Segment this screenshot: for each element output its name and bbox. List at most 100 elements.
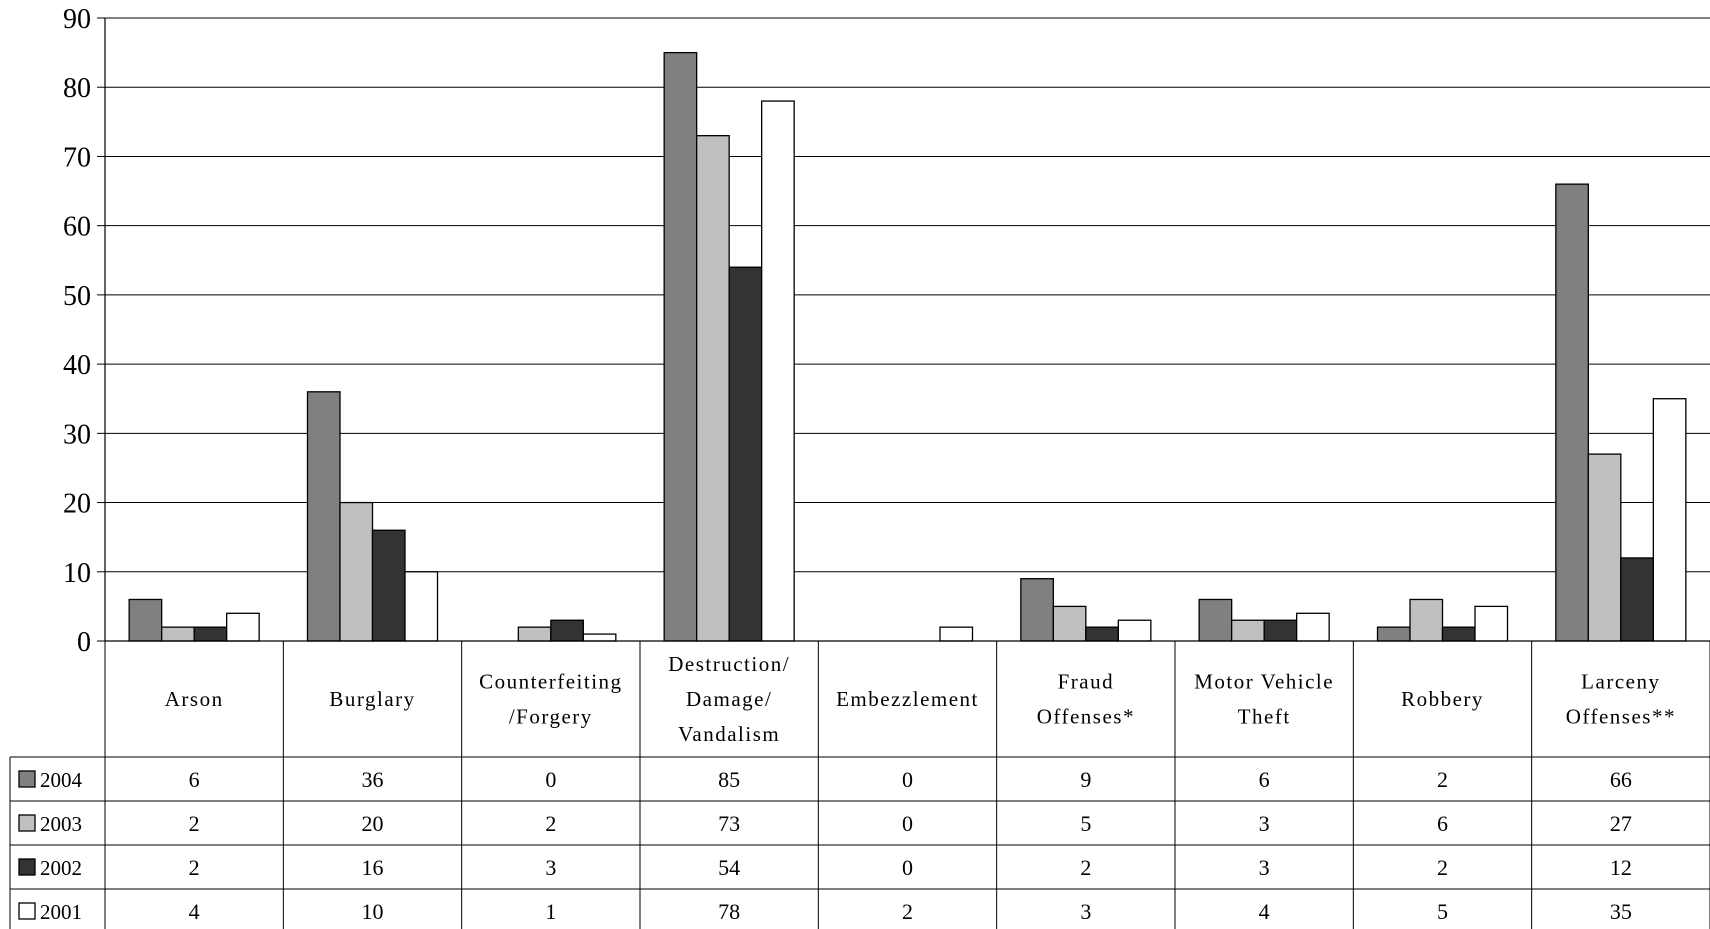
y-axis: 0 10 20 30 40 50 60 70 80 90: [63, 4, 106, 658]
table-cell: 1: [545, 899, 556, 924]
table-cell: 9: [1080, 767, 1091, 792]
y-tick-label: 70: [63, 142, 91, 173]
table-cell: 2: [545, 811, 556, 836]
table-cell: 6: [1259, 767, 1270, 792]
category-label: Vandalism: [678, 722, 780, 746]
bar-2004-1: [306, 391, 341, 642]
table-cell: 5: [1437, 899, 1448, 924]
table-cell: 5: [1080, 811, 1091, 836]
category-label: Arson: [165, 687, 224, 711]
table-cell: 54: [718, 855, 740, 880]
bar-2004-7: [1376, 626, 1411, 642]
bar-2002-6: [1263, 619, 1298, 642]
bar-2004-8: [1555, 183, 1589, 642]
category-label: Larceny: [1581, 670, 1660, 694]
category-label: Robbery: [1401, 687, 1484, 711]
table-cell: 16: [362, 855, 384, 880]
y-tick-label: 50: [63, 281, 91, 312]
legend-label: 2004: [40, 768, 83, 792]
table-cell: 3: [1259, 811, 1270, 836]
bar-2002-3: [728, 266, 763, 642]
table-cell: 78: [718, 899, 740, 924]
bar-2001-7: [1474, 605, 1509, 642]
bar-2002-1: [371, 529, 406, 642]
category-label: Embezzlement: [836, 687, 979, 711]
table-cell: 10: [362, 899, 384, 924]
bar-2004-3: [663, 51, 698, 642]
table-cell: 0: [902, 855, 913, 880]
legend-swatch-2002: [18, 858, 36, 876]
bar-2001-5: [1117, 619, 1152, 642]
table-cell: 0: [902, 811, 913, 836]
legend-swatch-2003: [18, 814, 36, 832]
table-cell: 2: [902, 899, 913, 924]
bars: [128, 51, 1687, 642]
bar-2001-3: [761, 100, 795, 642]
y-tick-label: 30: [63, 419, 91, 450]
bar-2003-0: [161, 626, 195, 642]
y-tick-label: 0: [77, 627, 91, 658]
bar-2004-0: [128, 598, 163, 642]
bar-2003-2: [517, 626, 552, 642]
table-cell: 6: [189, 767, 200, 792]
bar-2001-2: [582, 633, 617, 642]
bar-2003-7: [1409, 598, 1444, 642]
legend-swatch-2001: [18, 902, 36, 920]
category-label: /Forgery: [509, 705, 593, 729]
y-tick-label: 40: [63, 350, 91, 381]
table-cell: 4: [1259, 899, 1270, 924]
bar-2001-8: [1652, 398, 1687, 642]
bar-2004-5: [1020, 578, 1054, 642]
category-label: Damage/: [686, 687, 772, 711]
table-cell: 20: [362, 811, 384, 836]
category-label: Offenses**: [1566, 705, 1676, 729]
bar-2001-4: [939, 626, 974, 642]
table-cell: 85: [718, 767, 740, 792]
legend-swatch-2004: [18, 770, 36, 788]
gridlines: [105, 17, 1710, 573]
table-cell: 2: [189, 811, 200, 836]
legend-label: 2002: [40, 856, 82, 880]
table-cell: 66: [1610, 767, 1632, 792]
table-cell: 6: [1437, 811, 1448, 836]
bar-2001-0: [226, 612, 260, 642]
bar-2002-8: [1620, 557, 1654, 642]
table-cell: 35: [1610, 899, 1632, 924]
table-cell: 2: [189, 855, 200, 880]
table-cell: 2: [1437, 767, 1448, 792]
table-cell: 3: [1080, 899, 1091, 924]
bar-2002-5: [1085, 626, 1119, 642]
y-tick-label: 80: [63, 73, 91, 104]
bar-2003-8: [1587, 453, 1622, 642]
category-label: Counterfeiting: [479, 670, 622, 694]
bar-2002-2: [550, 619, 584, 642]
bar-2002-0: [193, 626, 228, 642]
y-tick-label: 60: [63, 212, 91, 243]
table-cell: 73: [718, 811, 740, 836]
legend-label: 2001: [40, 900, 82, 924]
table-cell: 3: [545, 855, 556, 880]
bar-2001-6: [1296, 612, 1330, 642]
bar-2003-5: [1052, 605, 1087, 642]
y-tick-label: 90: [63, 4, 91, 35]
category-label: Offenses*: [1037, 705, 1135, 729]
data-table: Arson Burglary Counterfeiting/Forgery Destr…: [9, 640, 1710, 929]
bar-2002-7: [1441, 626, 1476, 642]
table-cell: 3: [1259, 855, 1270, 880]
table-cell: 0: [902, 767, 913, 792]
bar-2003-6: [1231, 619, 1265, 642]
bar-2003-3: [696, 135, 730, 642]
table-cell: 2: [1080, 855, 1091, 880]
table-cell: 2: [1437, 855, 1448, 880]
bar-2004-6: [1198, 598, 1233, 642]
category-label: Theft: [1238, 705, 1291, 729]
bar-2003-1: [339, 501, 374, 642]
category-label: Burglary: [329, 687, 415, 711]
table-cell: 12: [1610, 855, 1632, 880]
y-tick-label: 10: [63, 558, 91, 589]
y-tick-label: 20: [63, 489, 91, 520]
category-label: Motor Vehicle: [1194, 670, 1334, 694]
table-cell: 0: [545, 767, 556, 792]
legend-label: 2003: [40, 812, 82, 836]
